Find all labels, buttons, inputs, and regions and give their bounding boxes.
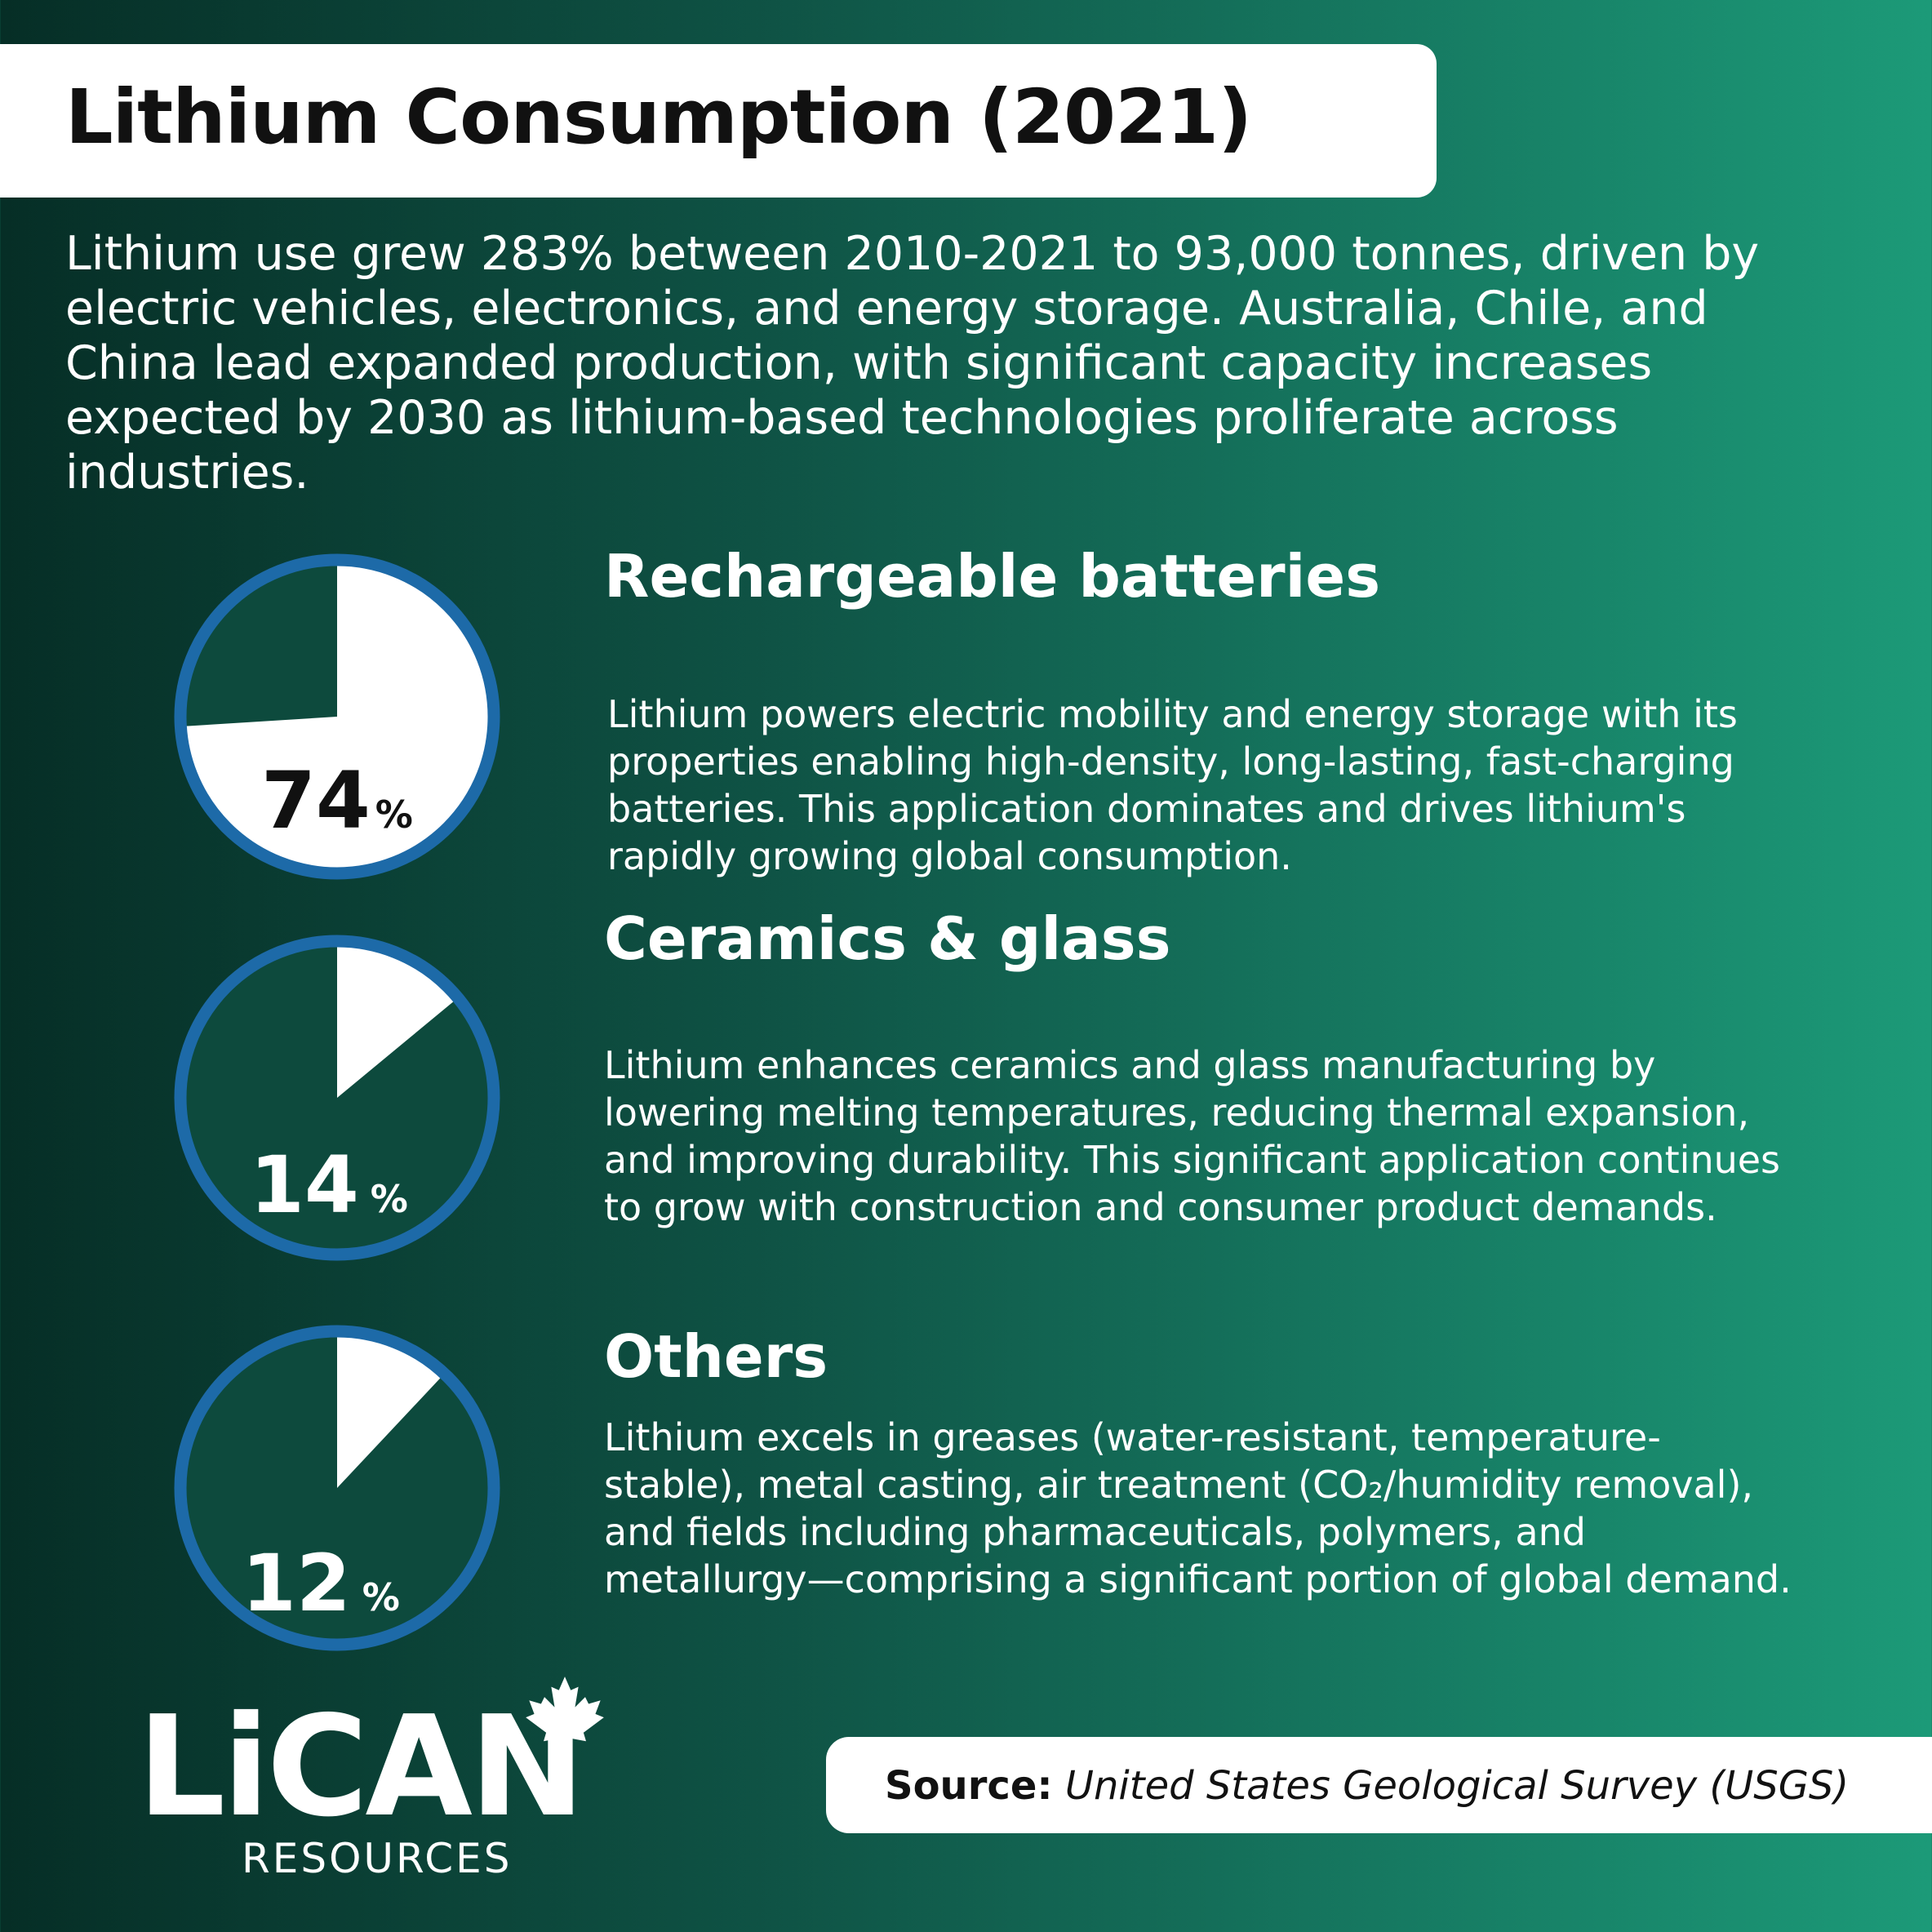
- pie-chart-rechargeable-batteries: 74%: [174, 553, 500, 880]
- intro-paragraph: Lithium use grew 283% between 2010-2021 …: [65, 227, 1760, 500]
- percent-sign: %: [362, 1575, 400, 1619]
- percent-label: 74%: [261, 755, 413, 846]
- pie-chart-ceramics-glass: 14%: [174, 935, 500, 1261]
- pie-ring: [174, 935, 500, 1261]
- category-name: Others: [604, 1322, 828, 1391]
- section-description-ceramics-glass: Lithium enhances ceramics and glass manu…: [604, 1043, 1781, 1229]
- source-value: United States Geological Survey (USGS): [1064, 1763, 1850, 1809]
- pie-slice-ceramics-glass: [337, 941, 458, 1098]
- section-description-others: Lithium excels in greases (water-resista…: [604, 1415, 1792, 1601]
- lican-logo: LiCAN RESOURCES: [137, 1686, 627, 1882]
- source-label: Source:: [885, 1763, 1053, 1809]
- source-box: Source: United States Geological Survey …: [826, 1737, 1932, 1833]
- percent-label: 14%: [250, 1139, 408, 1231]
- source-citation: Source: United States Geological Survey …: [885, 1763, 1849, 1809]
- section-title-ceramics-glass: Ceramics & glass: [604, 908, 1420, 970]
- pie-chart-others: 12%: [174, 1325, 500, 1651]
- pie-slice-others: [337, 1331, 445, 1488]
- logo-name: LiCAN: [137, 1686, 585, 1848]
- section-title-rechargeable-batteries: Rechargeable batteries: [604, 545, 1420, 607]
- page-title: Lithium Consumption (2021): [65, 73, 1252, 161]
- section-title-others: Others: [604, 1326, 1420, 1388]
- section-description-rechargeable-batteries: Lithium powers electric mobility and ene…: [607, 692, 1738, 878]
- percent-label: 12%: [242, 1538, 400, 1629]
- percent-sign: %: [371, 1177, 408, 1221]
- pie-slice-rechargeable-batteries: [180, 560, 495, 873]
- title-box: Lithium Consumption (2021): [0, 44, 1437, 198]
- percent-value: 14: [250, 1139, 359, 1231]
- maple-leaf-icon: [526, 1677, 604, 1755]
- pie-ring: [174, 553, 500, 880]
- pie-ring: [174, 1325, 500, 1651]
- category-name: Rechargeable batteries: [604, 542, 1381, 611]
- logo-subtitle: RESOURCES: [242, 1835, 513, 1882]
- category-name: Ceramics & glass: [604, 904, 1171, 973]
- percent-sign: %: [375, 793, 413, 837]
- percent-value: 12: [242, 1538, 351, 1629]
- percent-value: 74: [261, 755, 371, 846]
